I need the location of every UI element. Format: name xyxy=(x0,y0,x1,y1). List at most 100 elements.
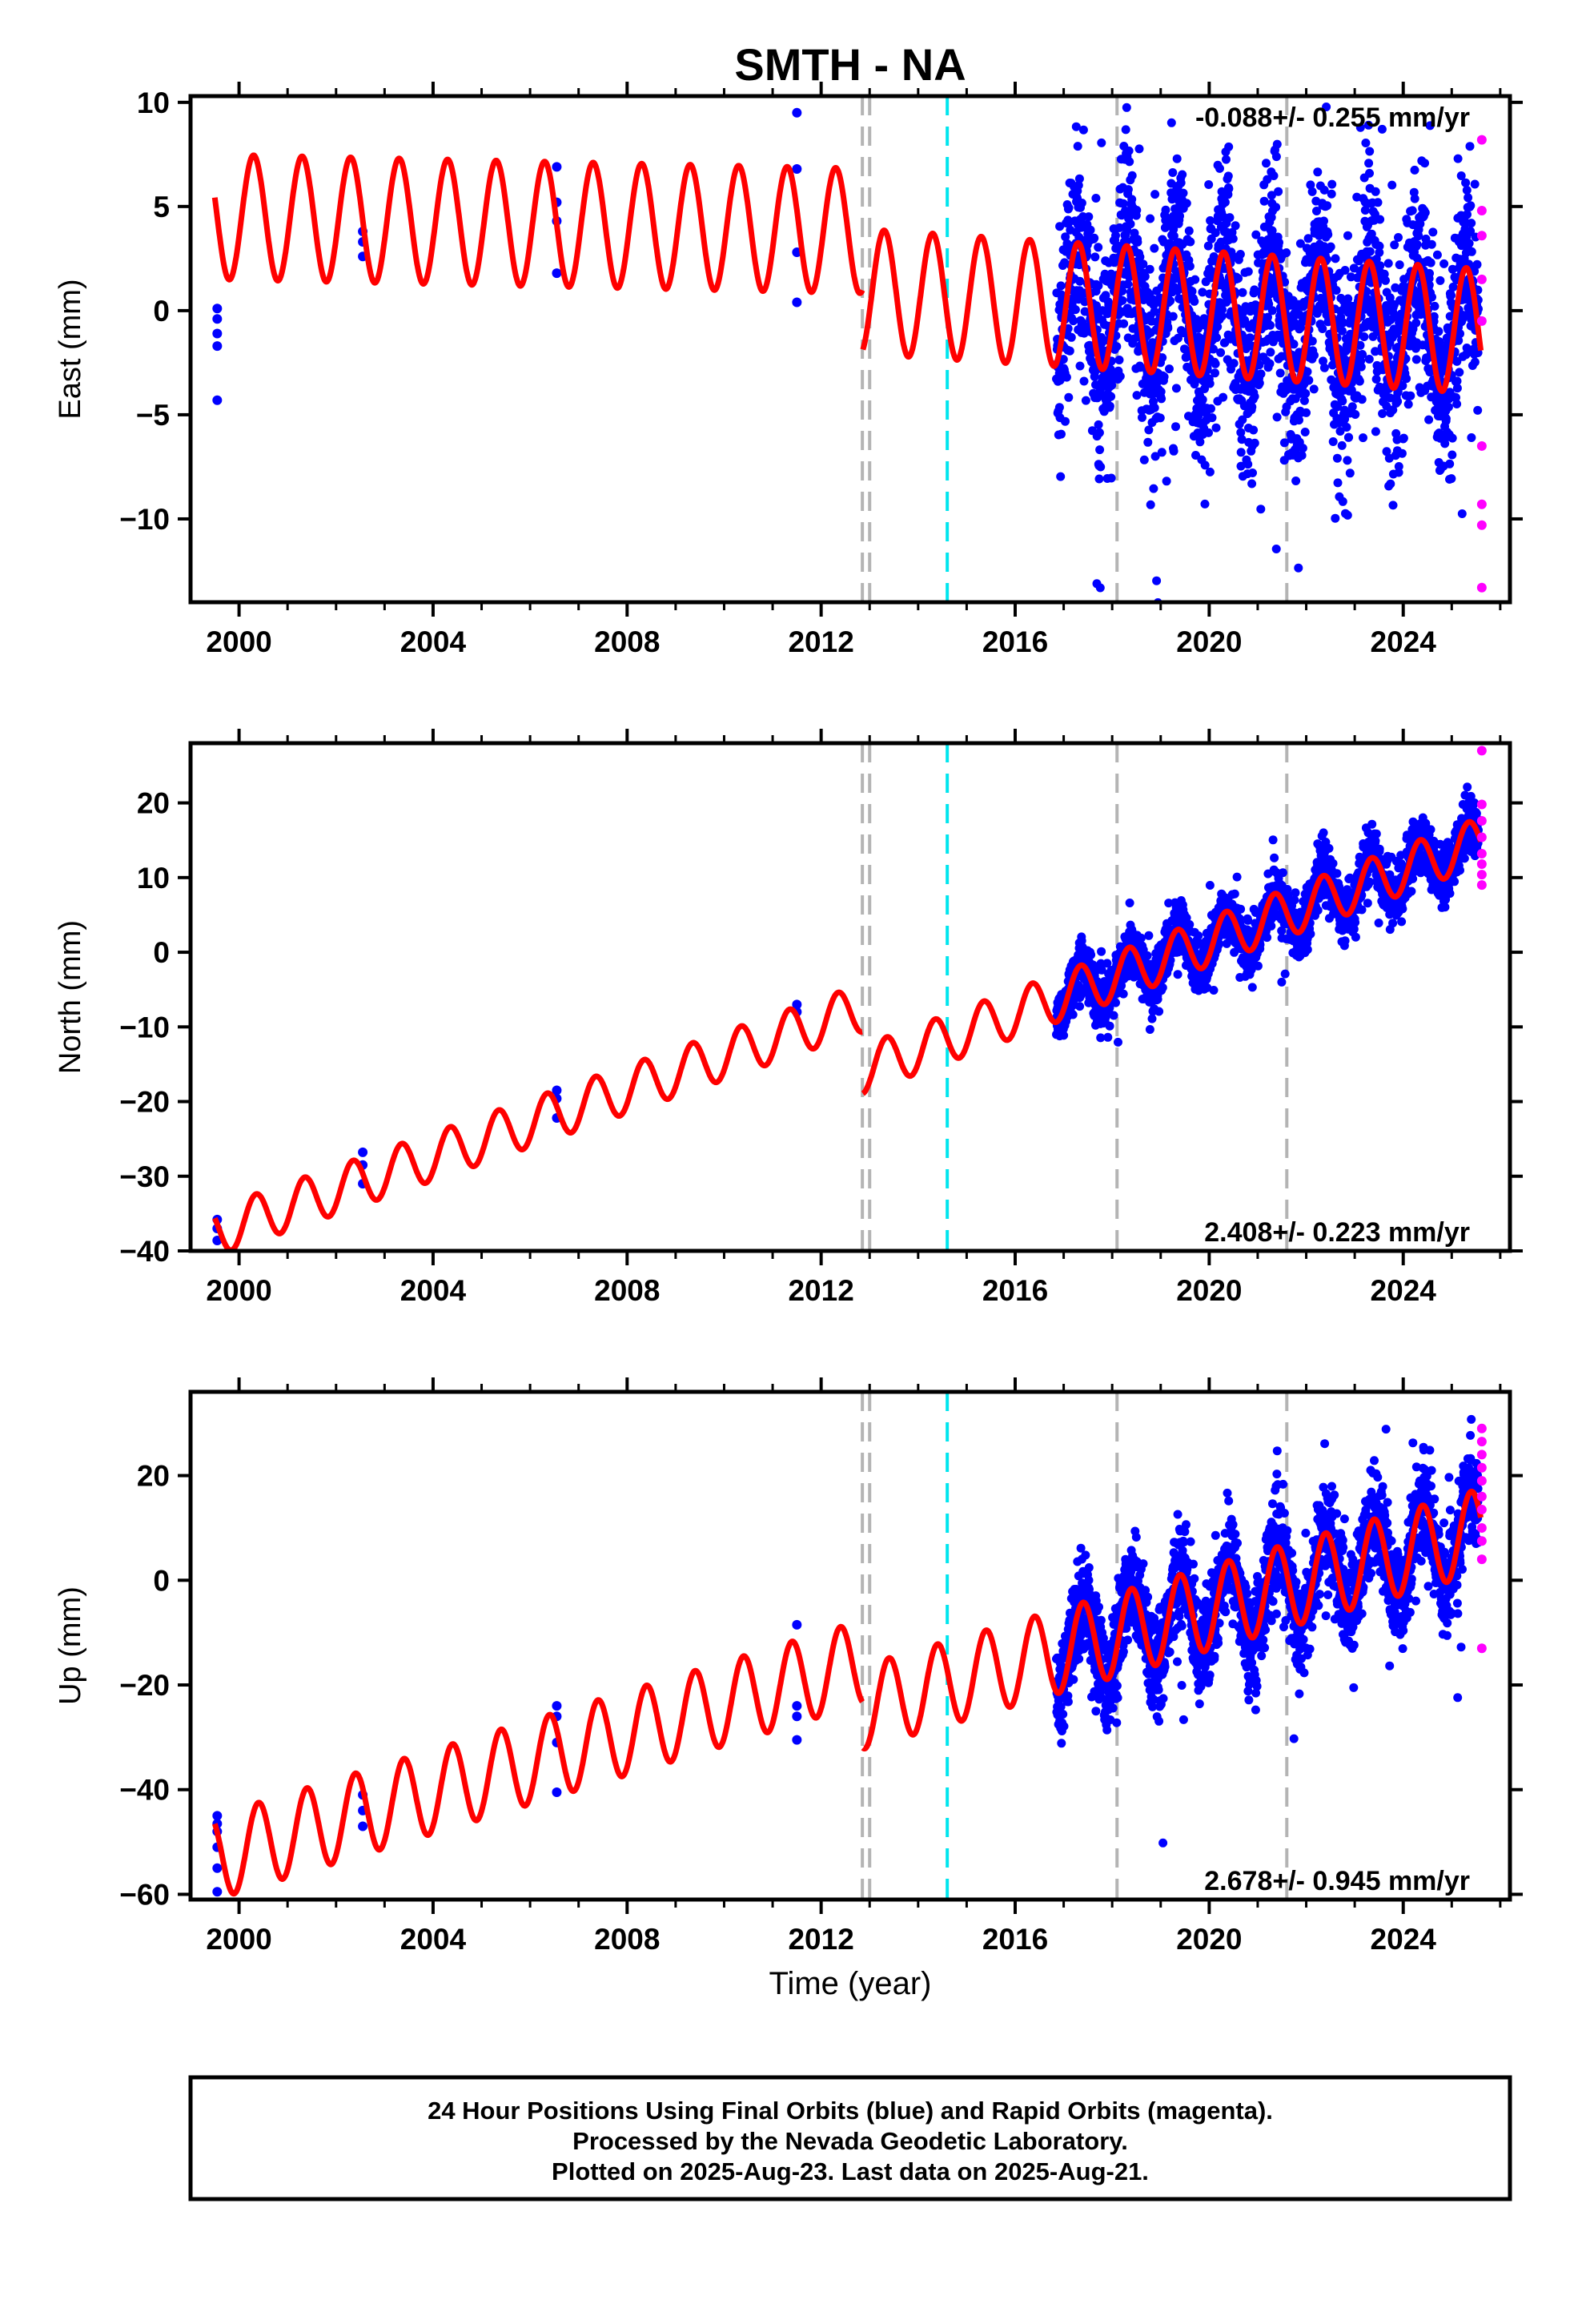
east-data-point xyxy=(1343,231,1352,240)
east-data-point xyxy=(1256,505,1266,514)
east-data-point xyxy=(1267,306,1277,316)
east-y-tick-label: −5 xyxy=(136,399,170,432)
east-data-point xyxy=(1195,408,1204,417)
east-data-point xyxy=(1119,319,1129,328)
east-data-point xyxy=(1100,269,1110,279)
east-data-point xyxy=(1171,422,1180,432)
east-data-point xyxy=(1266,348,1275,357)
east-data-point xyxy=(1211,359,1220,368)
east-data-point xyxy=(1344,432,1354,442)
east-data-point xyxy=(1347,402,1357,412)
east-data-point xyxy=(1256,369,1266,379)
east-data-point xyxy=(1139,455,1149,464)
east-data-point xyxy=(1158,353,1167,363)
east-data-point xyxy=(1064,203,1074,212)
east-data-point xyxy=(1079,376,1089,386)
east-data-point xyxy=(1394,233,1403,242)
east-data-point xyxy=(1198,395,1207,404)
east-data-point xyxy=(1207,404,1215,413)
east-data-point xyxy=(1406,678,1415,687)
north-data-point xyxy=(1363,899,1372,908)
east-data-point xyxy=(1114,356,1124,364)
east-data-point xyxy=(1054,403,1064,412)
east-data-point xyxy=(1367,229,1376,239)
east-data-point xyxy=(1427,239,1436,249)
north-data-point xyxy=(1306,929,1315,939)
figure-title: SMTH - NA xyxy=(734,39,966,90)
east-data-point xyxy=(1351,410,1360,419)
east-data-point xyxy=(1070,305,1080,315)
east-data-point xyxy=(1466,201,1476,211)
north-data-point xyxy=(1136,933,1146,943)
east-data-point xyxy=(1074,174,1084,183)
east-data-point xyxy=(1119,66,1128,74)
east-data-point xyxy=(1236,428,1246,437)
east-data-point xyxy=(1255,360,1264,370)
east-data-point xyxy=(1345,468,1355,478)
east-data-point xyxy=(1213,322,1223,332)
east-data-point xyxy=(1166,296,1175,306)
east-data-point xyxy=(1105,401,1114,411)
east-data-point xyxy=(1295,239,1305,248)
east-data-point xyxy=(1465,142,1475,151)
east-rapid-point xyxy=(1476,316,1487,326)
east-data-point xyxy=(1383,259,1393,268)
east-data-point xyxy=(1361,139,1371,147)
east-rapid-point xyxy=(1476,135,1487,145)
east-data-point xyxy=(1178,170,1187,179)
north-data-point xyxy=(1103,1032,1113,1042)
east-data-point xyxy=(1272,412,1282,422)
east-data-point xyxy=(1282,248,1291,258)
east-data-point xyxy=(1200,499,1210,509)
east-data-point xyxy=(1146,214,1155,223)
east-data-point xyxy=(1090,233,1099,243)
east-data-point xyxy=(1343,456,1352,465)
east-data-point xyxy=(1245,333,1255,343)
east-data-point xyxy=(1159,372,1169,381)
east-data-point xyxy=(1322,103,1331,111)
east-data-point xyxy=(1247,402,1257,412)
east-data-point xyxy=(1272,139,1282,149)
east-data-point xyxy=(1178,188,1188,198)
north-data-point xyxy=(1303,945,1312,955)
north-data-point xyxy=(1460,854,1469,863)
east-data-point xyxy=(1155,413,1165,423)
north-data-point xyxy=(1097,947,1106,956)
east-data-point xyxy=(1066,332,1076,342)
east-data-point xyxy=(1127,195,1137,204)
east-data-point xyxy=(1390,240,1399,250)
east-data-point xyxy=(1182,199,1191,208)
east-data-point xyxy=(1094,420,1103,429)
east-data-point xyxy=(1319,185,1329,195)
east-data-point xyxy=(1435,275,1445,285)
east-data-point xyxy=(1243,267,1253,276)
east-data-point xyxy=(1223,171,1233,181)
east-data-point xyxy=(1420,208,1430,217)
north-data-point xyxy=(1456,866,1464,875)
east-data-point xyxy=(1410,165,1419,175)
east-data-point xyxy=(1290,318,1299,328)
east-data-point xyxy=(1271,545,1281,553)
east-data-point xyxy=(1216,348,1226,357)
east-data-point xyxy=(1231,221,1240,231)
east-data-point xyxy=(212,341,223,352)
east-data-point xyxy=(1343,294,1353,304)
east-data-point xyxy=(1355,123,1365,132)
east-data-point xyxy=(1452,384,1462,393)
north-data-point xyxy=(1319,828,1328,838)
east-data-point xyxy=(1211,368,1219,378)
east-data-point xyxy=(1375,261,1385,271)
east-data-point xyxy=(1307,187,1317,196)
east-data-point xyxy=(1306,180,1315,190)
east-data-point xyxy=(1462,186,1472,195)
east-data-point xyxy=(1304,376,1314,385)
north-data-point xyxy=(1324,843,1334,853)
east-y-tick-label: −10 xyxy=(119,503,170,536)
north-data-point xyxy=(1374,919,1383,927)
east-data-point xyxy=(1457,509,1467,518)
east-data-point xyxy=(1363,120,1373,130)
east-data-point xyxy=(1263,312,1272,322)
north-data-point xyxy=(1142,951,1152,960)
east-data-point xyxy=(1118,296,1127,305)
east-data-point xyxy=(1425,268,1434,278)
